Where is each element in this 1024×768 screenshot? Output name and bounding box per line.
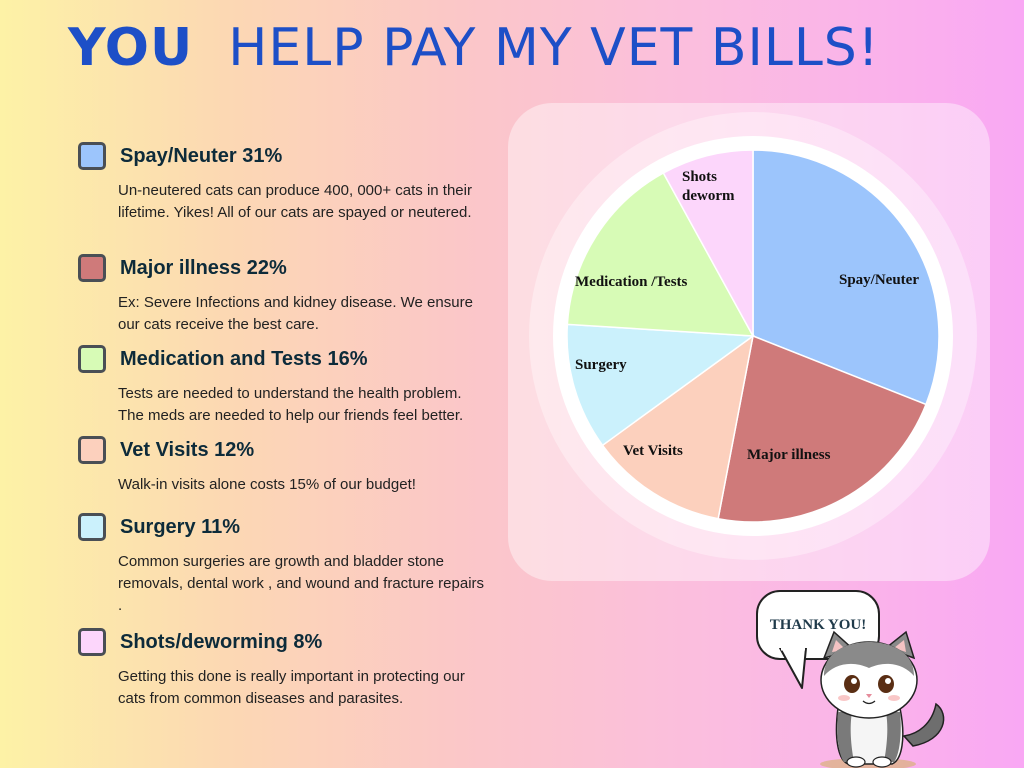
- color-swatch: [78, 254, 106, 282]
- item-title: Surgery 11%: [120, 515, 241, 538]
- pie-label: Spay/Neuter: [839, 272, 919, 288]
- pie-slice-medication-tests: [566, 171, 755, 337]
- legend-item-spay-neuter: Spay/Neuter 31% Un-neutered cats can pro…: [78, 142, 498, 224]
- speech-bubble-tail: [779, 648, 807, 689]
- pie-label: Shots deworm: [682, 169, 735, 204]
- item-description: Getting this done is really important in…: [118, 668, 465, 707]
- cat-illustration-icon: [820, 630, 945, 768]
- legend-item-vet-visits: Vet Visits 12% Walk-in visits alone cost…: [78, 436, 498, 496]
- legend-item-surgery: Surgery 11% Common surgeries are growth …: [78, 513, 498, 617]
- item-title: Major illness 22%: [120, 256, 287, 279]
- color-swatch: [78, 142, 106, 170]
- color-swatch: [78, 513, 106, 541]
- item-title: Spay/Neuter 31%: [120, 144, 283, 167]
- item-title: Shots/deworming 8%: [120, 630, 323, 653]
- title-you: YOU: [68, 18, 194, 78]
- legend-item-medication-tests: Medication and Tests 16% Tests are neede…: [78, 345, 498, 427]
- pie-label: Medication /Tests: [575, 274, 688, 290]
- pie-slice-shots-deworm: [662, 149, 754, 337]
- item-title: Vet Visits 12%: [120, 438, 255, 461]
- pie-slice-surgery: [566, 323, 756, 447]
- legend-item-major-illness: Major illness 22% Ex: Severe Infections …: [78, 254, 498, 336]
- pie-label: Surgery: [575, 357, 627, 373]
- pie-slice-spay-neuter: [752, 149, 940, 406]
- pie-label: Major illness: [747, 447, 831, 463]
- item-description: Ex: Severe Infections and kidney disease…: [118, 294, 473, 333]
- page-title: YOU HELP PAY MY VET BILLS!: [68, 18, 880, 78]
- item-title: Medication and Tests 16%: [120, 347, 368, 370]
- title-rest: HELP PAY MY VET BILLS!: [228, 18, 880, 78]
- item-description: Walk-in visits alone costs 15% of our bu…: [118, 476, 416, 493]
- pie-slice-major-illness: [717, 334, 927, 523]
- bubble-text: THANK YOU!: [769, 616, 867, 633]
- item-description: Common surgeries are growth and bladder …: [118, 553, 485, 614]
- color-swatch: [78, 436, 106, 464]
- pie-chart: Spay/Neuter Major illness Vet Visits Surger…: [529, 112, 977, 560]
- item-description: Un-neutered cats can produce 400, 000+ c…: [118, 182, 472, 221]
- item-description: Tests are needed to understand the healt…: [118, 385, 464, 424]
- pie-slice-vet-visits: [601, 334, 755, 520]
- color-swatch: [78, 628, 106, 656]
- legend-item-shots-deworming: Shots/deworming 8% Getting this done is …: [78, 628, 498, 710]
- color-swatch: [78, 345, 106, 373]
- pie-label: Vet Visits: [623, 443, 683, 459]
